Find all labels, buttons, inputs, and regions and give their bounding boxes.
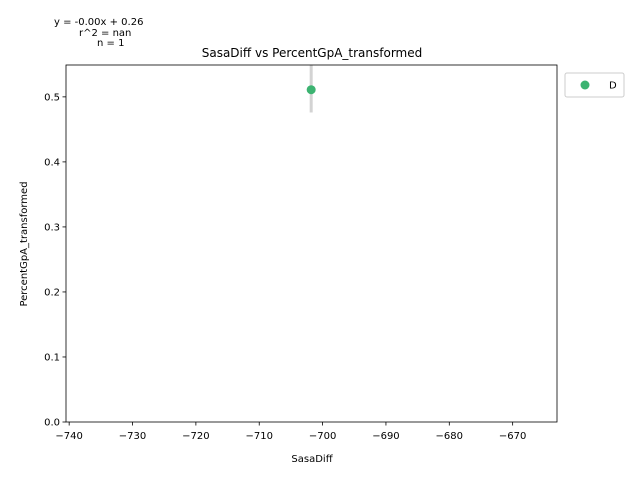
legend-frame xyxy=(564,72,625,98)
x-tick-label: −720 xyxy=(182,431,209,442)
data-point xyxy=(306,85,316,95)
y-tick-label: 0.1 xyxy=(44,352,60,363)
y-tick-label: 0.2 xyxy=(44,287,60,298)
chart-title: SasaDiff vs PercentGpA_transformed xyxy=(202,46,423,60)
plot-layer xyxy=(306,65,316,113)
x-axis-label: SasaDiff xyxy=(291,454,333,465)
x-tick-label: −690 xyxy=(372,431,399,442)
x-tick-label: −710 xyxy=(245,431,272,442)
y-tick-label: 0.0 xyxy=(44,418,60,429)
regression-equation-annotation: y = -0.00x + 0.26 xyxy=(54,17,143,28)
axes-frame xyxy=(65,64,558,423)
x-tick-label: −680 xyxy=(436,431,463,442)
y-axis-label: PercentGpA_transformed xyxy=(19,181,30,306)
x-tick-label: −740 xyxy=(55,431,82,442)
axes-layer: −740 −730 −720 −710 −700 −690 −680 −670 0.0 0.1 0.… xyxy=(44,64,558,442)
y-tick-label: 0.5 xyxy=(44,92,60,103)
sample-count-annotation: n = 1 xyxy=(97,38,124,49)
legend-marker xyxy=(580,80,590,90)
y-tick-label: 0.3 xyxy=(44,222,60,233)
x-tick-label: −670 xyxy=(499,431,526,442)
x-tick-label: −700 xyxy=(309,431,336,442)
x-tick-label: −730 xyxy=(119,431,146,442)
legend: D xyxy=(564,72,625,98)
legend-label: D xyxy=(609,81,617,92)
r-squared-annotation: r^2 = nan xyxy=(79,28,131,39)
y-tick-label: 0.4 xyxy=(44,157,60,168)
